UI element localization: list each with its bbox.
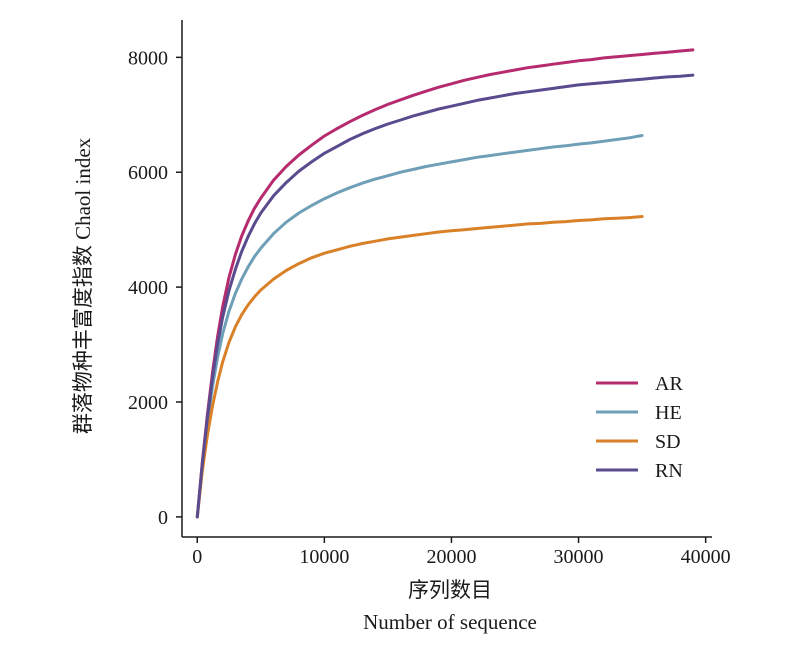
legend: AR HE SD RN	[596, 373, 683, 482]
legend-label-rn: RN	[655, 460, 683, 482]
x-axis-label-cn: 序列数目	[408, 578, 492, 602]
x-ticks: 0 10000 20000 30000 40000	[192, 537, 731, 568]
series-line-ar	[195, 48, 695, 519]
y-axis-label: 群落物种丰富度指数 Chaol index	[71, 137, 95, 434]
x-tick-label: 30000	[554, 546, 604, 568]
y-tick-label: 2000	[128, 392, 168, 414]
axes: 0 2000 4000 6000 8000 0 10000 20000 30000 40000	[128, 20, 731, 568]
x-tick-label: 10000	[299, 546, 349, 568]
x-tick-label: 40000	[681, 546, 731, 568]
legend-label-ar: AR	[655, 373, 683, 395]
series-line-rn	[195, 73, 695, 519]
x-axis-label-en: Number of sequence	[363, 610, 537, 634]
y-ticks: 0 2000 4000 6000 8000	[128, 47, 182, 529]
x-tick-label: 0	[192, 546, 202, 568]
y-tick-label: 8000	[128, 47, 168, 69]
legend-label-sd: SD	[655, 431, 681, 453]
legend-label-he: HE	[655, 402, 682, 424]
series-line-sd	[195, 215, 644, 519]
y-tick-label: 6000	[128, 162, 168, 184]
y-tick-label: 0	[158, 507, 168, 529]
series-line-he	[195, 134, 644, 519]
series-lines	[195, 48, 695, 519]
y-tick-label: 4000	[128, 277, 168, 299]
x-tick-label: 20000	[426, 546, 476, 568]
